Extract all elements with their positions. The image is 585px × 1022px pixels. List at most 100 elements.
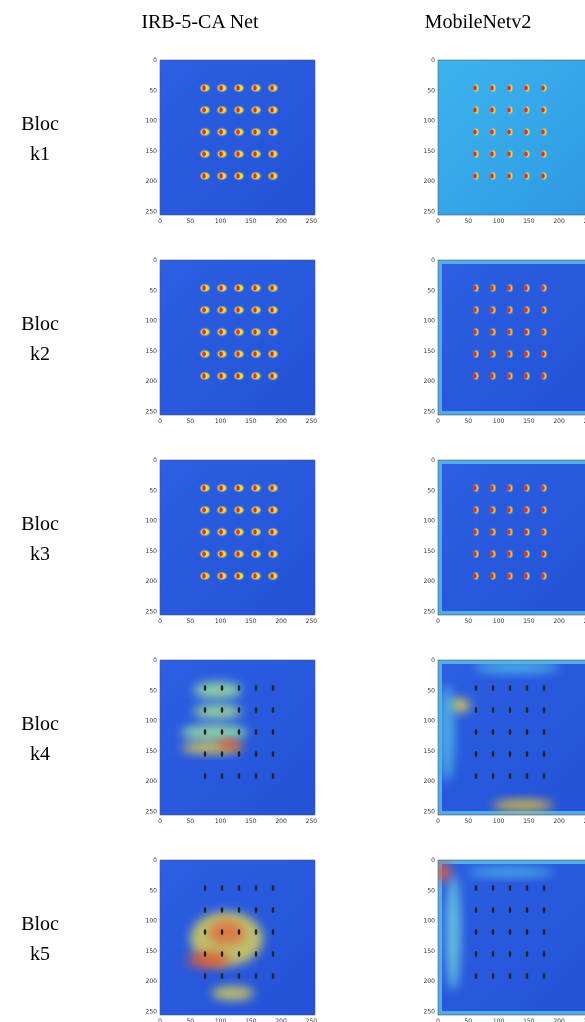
spot — [255, 773, 258, 779]
y-tick-label: 100 — [146, 318, 158, 325]
spot-core — [541, 530, 545, 535]
spot-core — [236, 108, 240, 113]
spot — [221, 973, 224, 979]
spot-core — [253, 552, 257, 557]
spot — [255, 751, 258, 757]
heatmap-bg — [160, 260, 315, 415]
spot-core — [524, 130, 528, 135]
spot-core — [490, 374, 494, 379]
spot — [526, 751, 529, 757]
x-tick-label: 250 — [306, 218, 318, 225]
y-tick-label: 100 — [146, 518, 158, 525]
x-tick-label: 50 — [186, 218, 194, 225]
x-tick-label: 0 — [436, 818, 440, 825]
heatmap-panel — [160, 260, 315, 415]
spot-core — [253, 286, 257, 291]
spot-core — [541, 152, 545, 157]
y-tick-label: 250 — [146, 608, 158, 615]
row-label: Bloc — [21, 113, 59, 135]
y-tick-label: 100 — [424, 318, 436, 325]
heatmap — [438, 60, 585, 215]
spot — [204, 951, 207, 957]
spot-core — [270, 174, 274, 179]
spot — [221, 685, 224, 691]
spot-core — [541, 330, 545, 335]
spot-core — [202, 374, 206, 379]
spot-core — [541, 574, 545, 579]
spot-core — [270, 286, 274, 291]
heatmap — [160, 260, 315, 415]
spot-core — [236, 530, 240, 535]
spot-core — [219, 352, 223, 357]
y-tick-label: 50 — [427, 287, 435, 294]
spot — [204, 973, 207, 979]
spot — [526, 907, 529, 913]
spot-core — [236, 574, 240, 579]
activation — [193, 704, 241, 719]
spot-core — [270, 508, 274, 513]
spot-core — [524, 108, 528, 113]
spot — [221, 907, 224, 913]
spot — [272, 885, 275, 891]
row-label: k3 — [30, 543, 50, 565]
heatmap — [434, 860, 585, 1015]
spot — [509, 773, 512, 779]
spot-core — [219, 86, 223, 91]
heatmap — [160, 460, 315, 615]
spot — [238, 773, 241, 779]
spot-core — [507, 108, 511, 113]
figure: IRB-5-CA Net MobileNetv2 Block1005050100… — [0, 0, 585, 1022]
spot-core — [236, 308, 240, 313]
spot-core — [541, 374, 545, 379]
spot — [543, 951, 546, 957]
x-tick-label: 200 — [553, 618, 565, 625]
spot — [543, 729, 546, 735]
spot-core — [202, 174, 206, 179]
spot — [475, 885, 478, 891]
spot — [238, 685, 241, 691]
spot-core — [219, 574, 223, 579]
spot — [272, 685, 275, 691]
spot — [509, 929, 512, 935]
spot-core — [202, 152, 206, 157]
x-tick-label: 0 — [158, 818, 162, 825]
spot — [492, 973, 495, 979]
spot — [475, 929, 478, 935]
y-tick-label: 200 — [424, 778, 436, 785]
spot — [526, 773, 529, 779]
y-tick-label: 50 — [427, 887, 435, 894]
spot-core — [236, 508, 240, 513]
spot-core — [473, 286, 477, 291]
y-tick-label: 150 — [424, 148, 436, 155]
y-tick-label: 0 — [431, 657, 435, 664]
spot-core — [490, 108, 494, 113]
spot — [255, 729, 258, 735]
x-tick-label: 50 — [464, 218, 472, 225]
spot-core — [473, 352, 477, 357]
y-tick-label: 200 — [146, 778, 158, 785]
x-tick-label: 150 — [523, 218, 535, 225]
x-tick-label: 150 — [245, 218, 257, 225]
spot-core — [524, 86, 528, 91]
spot — [238, 885, 241, 891]
spot-core — [202, 308, 206, 313]
heatmap-panel — [438, 60, 585, 215]
y-tick-label: 200 — [424, 178, 436, 185]
y-tick-label: 0 — [153, 857, 157, 864]
spot-core — [219, 530, 223, 535]
spot — [255, 951, 258, 957]
spot-core — [507, 286, 511, 291]
spot — [475, 729, 478, 735]
x-tick-label: 200 — [275, 818, 287, 825]
heatmap-bg — [160, 460, 315, 615]
spot-core — [270, 486, 274, 491]
spot-core — [219, 486, 223, 491]
y-tick-label: 250 — [146, 808, 158, 815]
x-tick-label: 250 — [306, 618, 318, 625]
spot-core — [507, 552, 511, 557]
row-label: Bloc — [21, 513, 59, 535]
spot — [272, 729, 275, 735]
x-tick-label: 0 — [436, 218, 440, 225]
spot-core — [270, 374, 274, 379]
spot — [238, 951, 241, 957]
